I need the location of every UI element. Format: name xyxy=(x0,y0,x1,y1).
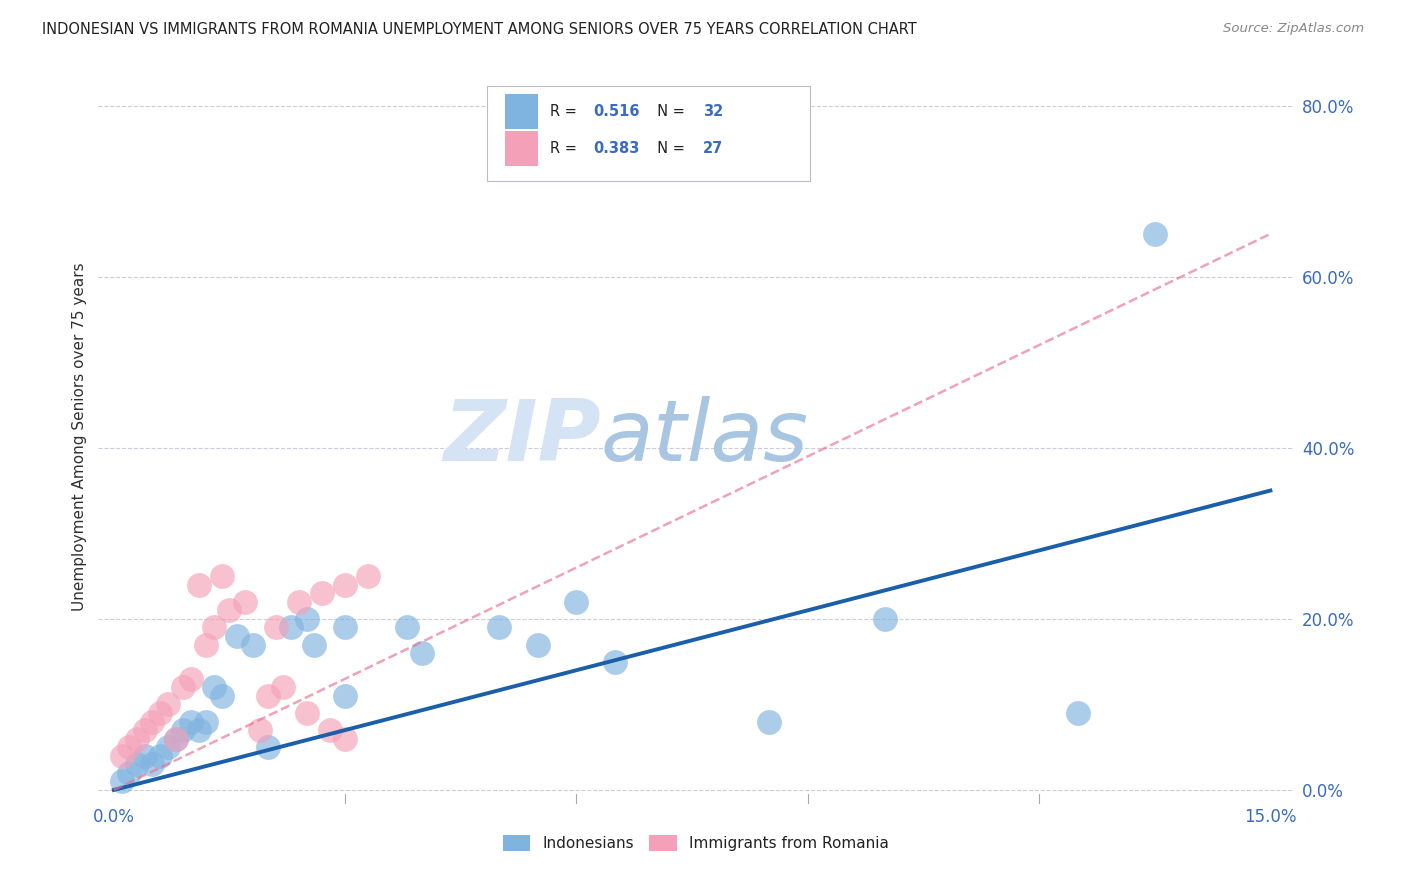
FancyBboxPatch shape xyxy=(486,86,810,181)
Point xyxy=(233,595,256,609)
Point xyxy=(319,723,342,737)
Point xyxy=(295,612,318,626)
Text: atlas: atlas xyxy=(600,395,808,479)
Bar xyxy=(505,94,538,129)
Point xyxy=(333,577,356,591)
Point xyxy=(172,723,194,737)
Bar xyxy=(505,130,538,166)
Point xyxy=(333,620,356,634)
Point xyxy=(1066,706,1088,720)
Point xyxy=(288,595,311,609)
Point xyxy=(202,681,225,695)
Point xyxy=(187,723,209,737)
Point xyxy=(141,714,163,729)
Point xyxy=(141,757,163,772)
Point xyxy=(758,714,780,729)
Point xyxy=(110,774,132,789)
Point xyxy=(226,629,249,643)
Point xyxy=(311,586,333,600)
Point xyxy=(411,646,433,660)
Point xyxy=(156,740,179,755)
Point xyxy=(180,714,202,729)
Text: 27: 27 xyxy=(703,141,724,156)
Point xyxy=(242,638,264,652)
Point xyxy=(357,569,380,583)
Point xyxy=(149,748,172,763)
Point xyxy=(172,681,194,695)
Point xyxy=(257,689,280,703)
Point xyxy=(195,714,218,729)
Point xyxy=(527,638,550,652)
Point xyxy=(187,577,209,591)
Point xyxy=(565,595,588,609)
Text: N =: N = xyxy=(648,141,690,156)
Text: R =: R = xyxy=(550,104,582,120)
Text: N =: N = xyxy=(648,104,690,120)
Text: INDONESIAN VS IMMIGRANTS FROM ROMANIA UNEMPLOYMENT AMONG SENIORS OVER 75 YEARS C: INDONESIAN VS IMMIGRANTS FROM ROMANIA UN… xyxy=(42,22,917,37)
Point xyxy=(488,620,510,634)
Point xyxy=(333,731,356,746)
Point xyxy=(156,698,179,712)
Point xyxy=(1143,227,1166,241)
Point xyxy=(273,681,295,695)
Text: 0.383: 0.383 xyxy=(593,141,640,156)
Point xyxy=(873,612,896,626)
Point xyxy=(395,620,418,634)
Text: Source: ZipAtlas.com: Source: ZipAtlas.com xyxy=(1223,22,1364,36)
Point xyxy=(603,655,626,669)
Point xyxy=(218,603,240,617)
Legend: Indonesians, Immigrants from Romania: Indonesians, Immigrants from Romania xyxy=(496,830,896,857)
Text: ZIP: ZIP xyxy=(443,395,600,479)
Point xyxy=(125,731,148,746)
Point xyxy=(257,740,280,755)
Point xyxy=(165,731,187,746)
Point xyxy=(125,757,148,772)
Point xyxy=(195,638,218,652)
Point xyxy=(180,672,202,686)
Y-axis label: Unemployment Among Seniors over 75 years: Unemployment Among Seniors over 75 years xyxy=(72,263,87,611)
Point xyxy=(295,706,318,720)
Point xyxy=(118,740,141,755)
Point xyxy=(110,748,132,763)
Point xyxy=(211,689,233,703)
Point xyxy=(134,748,156,763)
Text: R =: R = xyxy=(550,141,582,156)
Point xyxy=(304,638,326,652)
Point xyxy=(118,765,141,780)
Point xyxy=(211,569,233,583)
Point xyxy=(134,723,156,737)
Point xyxy=(333,689,356,703)
Text: 0.516: 0.516 xyxy=(593,104,640,120)
Point xyxy=(165,731,187,746)
Point xyxy=(280,620,302,634)
Point xyxy=(249,723,271,737)
Text: 32: 32 xyxy=(703,104,724,120)
Point xyxy=(202,620,225,634)
Point xyxy=(264,620,287,634)
Point xyxy=(149,706,172,720)
